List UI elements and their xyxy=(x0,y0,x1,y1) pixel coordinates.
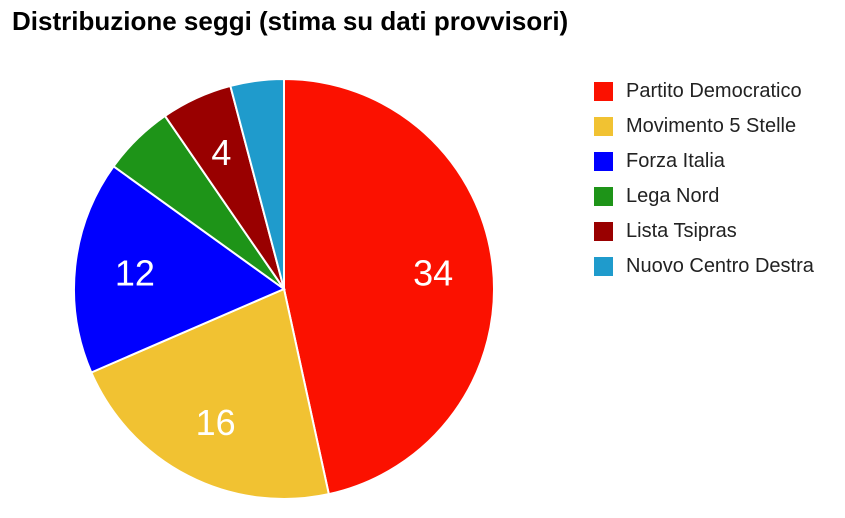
legend-item-forza-italia[interactable]: Forza Italia xyxy=(594,144,839,179)
legend-swatch xyxy=(594,152,613,171)
legend-item-movimento-5-stelle[interactable]: Movimento 5 Stelle xyxy=(594,109,839,144)
pie-slice-partito-democratico[interactable] xyxy=(283,77,495,496)
pie-slice-forza-italia[interactable] xyxy=(73,164,287,374)
legend-label: Partito Democratico xyxy=(626,80,802,102)
legend-label: Nuovo Centro Destra xyxy=(626,255,814,277)
legend-swatch xyxy=(594,187,613,206)
legend-swatch xyxy=(594,82,613,101)
slice-label-movimento-5-stelle: 16 xyxy=(196,402,236,443)
pie-slice-movimento-5-stelle[interactable] xyxy=(89,287,331,500)
legend-swatch xyxy=(594,117,613,136)
legend: Partito Democratico Movimento 5 Stelle For… xyxy=(594,74,839,284)
chart-title: Distribuzione seggi (stima su dati provv… xyxy=(12,6,569,36)
legend-label: Forza Italia xyxy=(626,150,725,172)
legend-label: Movimento 5 Stelle xyxy=(626,115,797,137)
legend-swatch xyxy=(594,257,613,276)
legend-item-lista-tsipras[interactable]: Lista Tsipras xyxy=(594,214,839,249)
legend-label: Lega Nord xyxy=(626,185,720,207)
pie-slice-nuovo-centro-destra[interactable] xyxy=(229,77,285,290)
slice-label-forza-italia: 12 xyxy=(115,252,155,293)
legend-label: Lista Tsipras xyxy=(626,220,737,242)
legend-item-lega-nord[interactable]: Lega Nord xyxy=(594,179,839,214)
slice-label-partito-democratico: 34 xyxy=(413,252,453,293)
legend-item-nuovo-centro-destra[interactable]: Nuovo Centro Destra xyxy=(594,249,839,284)
slice-label-lista-tsipras: 4 xyxy=(211,132,231,173)
legend-swatch xyxy=(594,222,613,241)
legend-item-partito-democratico[interactable]: Partito Democratico xyxy=(594,74,839,109)
